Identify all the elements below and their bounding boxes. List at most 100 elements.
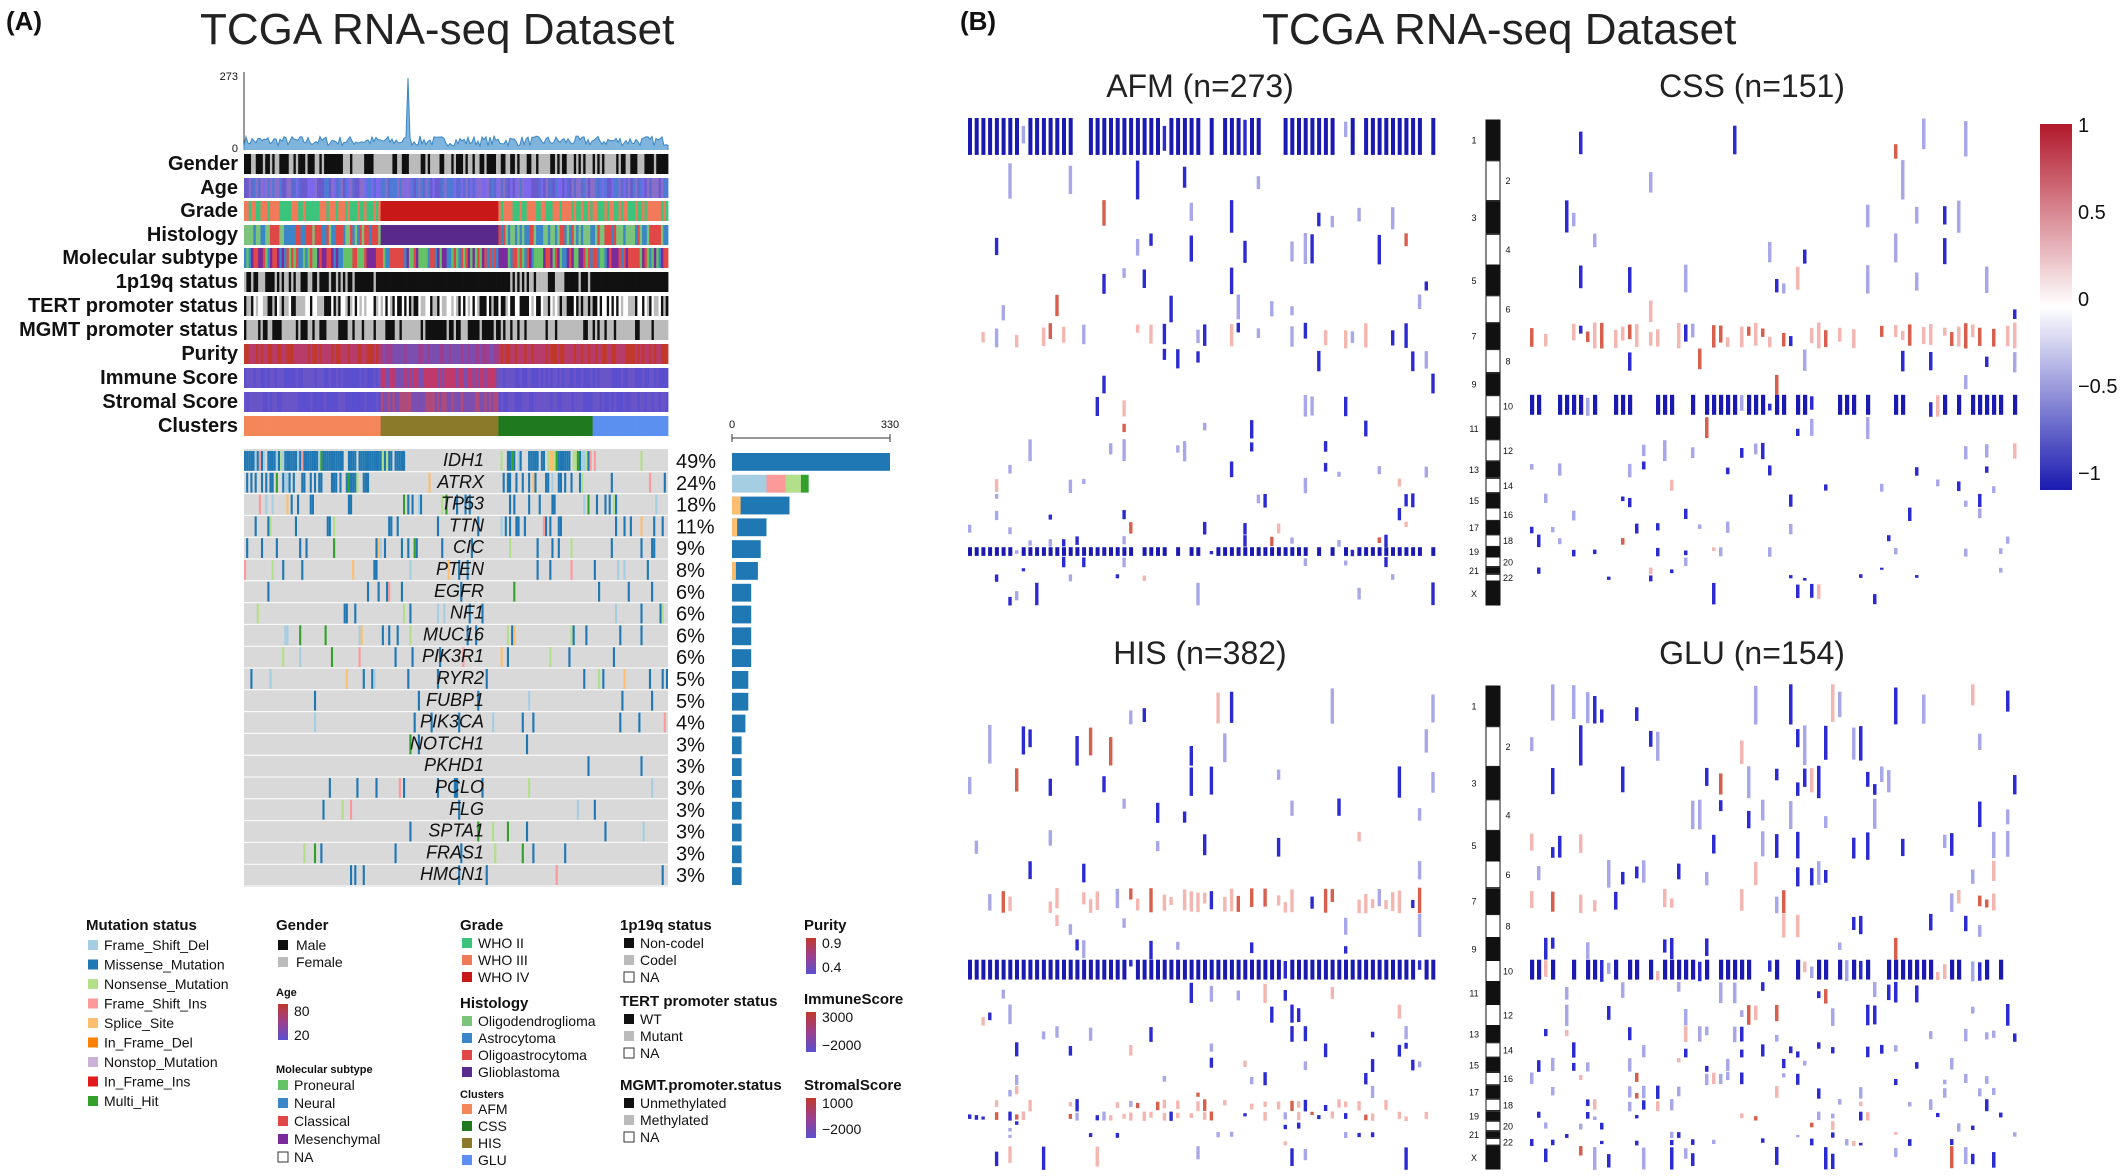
mutation-cell — [525, 821, 529, 842]
track-cell — [592, 272, 596, 292]
track-cell — [597, 368, 601, 388]
track-cell — [486, 296, 490, 316]
heatmap-cell — [1129, 888, 1133, 900]
heatmap-cell — [1350, 959, 1355, 980]
mutation-cell — [570, 538, 573, 558]
track-cell — [448, 178, 452, 198]
track-cell — [592, 368, 596, 388]
track-cell — [639, 344, 643, 364]
mutation-cell — [373, 669, 376, 689]
track-cell — [498, 201, 502, 221]
track-cell — [576, 225, 579, 245]
heatmap-cell — [1579, 131, 1583, 155]
track-cell — [357, 154, 360, 174]
track-cell — [392, 344, 396, 364]
track-cell — [559, 178, 563, 198]
heatmap-cell — [1929, 352, 1933, 371]
track-cell — [251, 248, 254, 268]
track-cell — [484, 154, 488, 174]
track-cell — [646, 272, 650, 292]
heatmap-cell — [1740, 448, 1744, 458]
heatmap-cell — [1229, 691, 1234, 723]
track-cell — [642, 178, 645, 198]
heatmap-cell — [1250, 420, 1254, 439]
heatmap-cell — [1915, 575, 1919, 578]
mutation-cell — [538, 494, 541, 515]
track-cell — [373, 272, 377, 292]
heatmap-cell — [1733, 394, 1738, 415]
heatmap-cell — [988, 894, 992, 911]
track-cell — [368, 296, 372, 316]
mutation-cell — [566, 451, 569, 471]
heatmap-cell — [1417, 960, 1422, 970]
track-cell — [477, 368, 480, 388]
track-cell — [564, 392, 568, 412]
track-cell — [540, 368, 544, 388]
track-cell — [507, 272, 511, 292]
track-cell — [545, 178, 549, 198]
track-cell — [456, 201, 459, 221]
track-cell — [338, 416, 341, 436]
mutation-cell — [659, 603, 662, 624]
track-cell — [500, 225, 504, 245]
heatmap-cell — [1950, 332, 1954, 346]
heatmap-cell — [1572, 685, 1576, 719]
heatmap-cell — [1985, 899, 1989, 908]
mutation-cell — [341, 451, 344, 471]
heatmap-cell — [1698, 524, 1702, 529]
mutation-cell — [547, 472, 550, 493]
heatmap-cell — [1551, 847, 1555, 858]
chromosome-band — [1485, 119, 1501, 161]
colorbar — [2040, 124, 2072, 490]
track-cell — [302, 272, 306, 292]
heatmap-cell — [1162, 547, 1167, 556]
track-cell — [488, 272, 492, 292]
mutation-cell — [436, 669, 440, 689]
track-cell — [604, 392, 608, 412]
heatmap-cell — [1649, 172, 1653, 193]
track-cell — [465, 416, 469, 436]
track-cell — [618, 320, 622, 340]
heatmap-cell — [1209, 891, 1214, 910]
heatmap-cell — [1404, 118, 1409, 155]
track-cell — [644, 392, 648, 412]
heatmap-cell — [1642, 1085, 1646, 1099]
heatmap-cell — [1377, 889, 1381, 907]
track-cell — [606, 225, 610, 245]
heatmap-cell — [1649, 730, 1653, 747]
mutation-cell — [250, 669, 253, 689]
track-cell — [453, 344, 457, 364]
track-cell — [538, 201, 542, 221]
track-cell — [597, 416, 601, 436]
heatmap-cell — [1236, 118, 1241, 155]
heatmap-cell — [1677, 863, 1681, 880]
track-cell — [587, 416, 591, 436]
heatmap-cell — [1943, 1079, 1947, 1085]
track-cell — [491, 272, 495, 292]
heatmap-cell — [1021, 1111, 1026, 1121]
heatmap-cell — [1733, 125, 1737, 155]
heatmap-cell — [1978, 327, 1982, 346]
mutation-cell — [534, 451, 537, 471]
track-cell — [253, 344, 257, 364]
heatmap-cell — [1712, 325, 1716, 348]
track-cell — [371, 320, 374, 340]
track-cell — [352, 344, 356, 364]
track-cell — [512, 392, 516, 412]
track-cell — [620, 416, 624, 436]
heatmap-cell — [1943, 834, 1947, 849]
track-cell — [470, 344, 473, 364]
track-cell — [319, 392, 323, 412]
track-cell — [460, 178, 464, 198]
mutation-cell — [468, 603, 471, 624]
track-cell — [448, 272, 452, 292]
mutation-cell — [640, 756, 643, 776]
track-cell — [352, 178, 356, 198]
heatmap-cell — [1768, 336, 1772, 348]
track-cell — [479, 296, 483, 316]
track-cell — [507, 392, 511, 412]
track-cell — [394, 344, 398, 364]
heatmap-cell — [1782, 913, 1786, 938]
heatmap-cell — [1176, 1100, 1180, 1109]
heatmap-cell — [1761, 1044, 1765, 1057]
